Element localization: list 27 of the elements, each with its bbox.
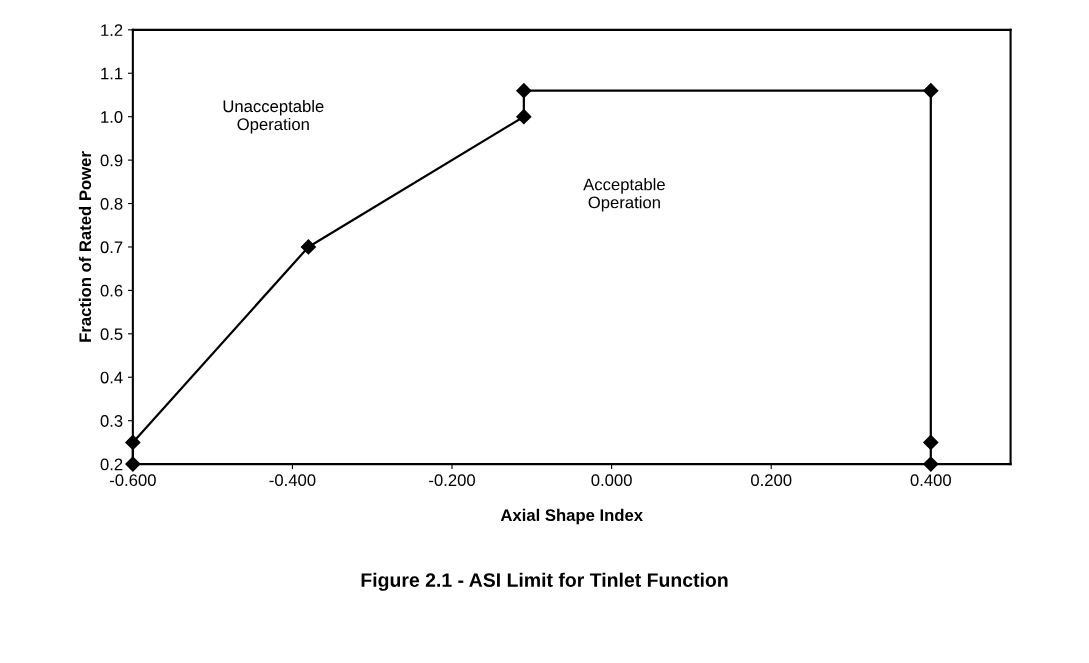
point [923, 83, 939, 99]
y-tick-label: 0.2 [100, 458, 123, 471]
x-tick-label: -0.400 [269, 474, 316, 487]
y-tick-label: 0.6 [100, 284, 123, 297]
text: Figure 2.1 - ASI Limit for Tinlet Function [361, 572, 728, 591]
x-tick-label: -0.200 [429, 474, 476, 487]
annotation: Acceptable Operation [583, 178, 665, 212]
x-tick-label: -0.600 [109, 474, 156, 487]
y-tick-label: 1.0 [101, 111, 123, 123]
y-tick-label: 0.8 [100, 197, 123, 210]
point [516, 109, 532, 125]
x-tick-label: 0.200 [751, 474, 792, 487]
x-tick-label: 0.400 [910, 474, 951, 487]
x-axis-title: Axial Shape Index [500, 508, 643, 525]
annotation: Unacceptable Operation [223, 99, 324, 134]
y-tick-label: 0.5 [100, 328, 123, 341]
y-tick-label: 0.9 [100, 154, 123, 167]
x-tick-label: 0.000 [591, 474, 632, 487]
point [516, 83, 532, 99]
y-tick-label: 0.7 [100, 241, 123, 254]
point [300, 239, 316, 255]
y-tick-label: 0.4 [100, 371, 123, 384]
y-tick-label: 1.1 [101, 67, 123, 80]
y-axis-title: Fraction of Rated Power [78, 151, 92, 342]
y-tick-label: 1.2 [101, 24, 123, 36]
y-tick-label: 0.3 [100, 415, 123, 427]
point [923, 434, 939, 450]
